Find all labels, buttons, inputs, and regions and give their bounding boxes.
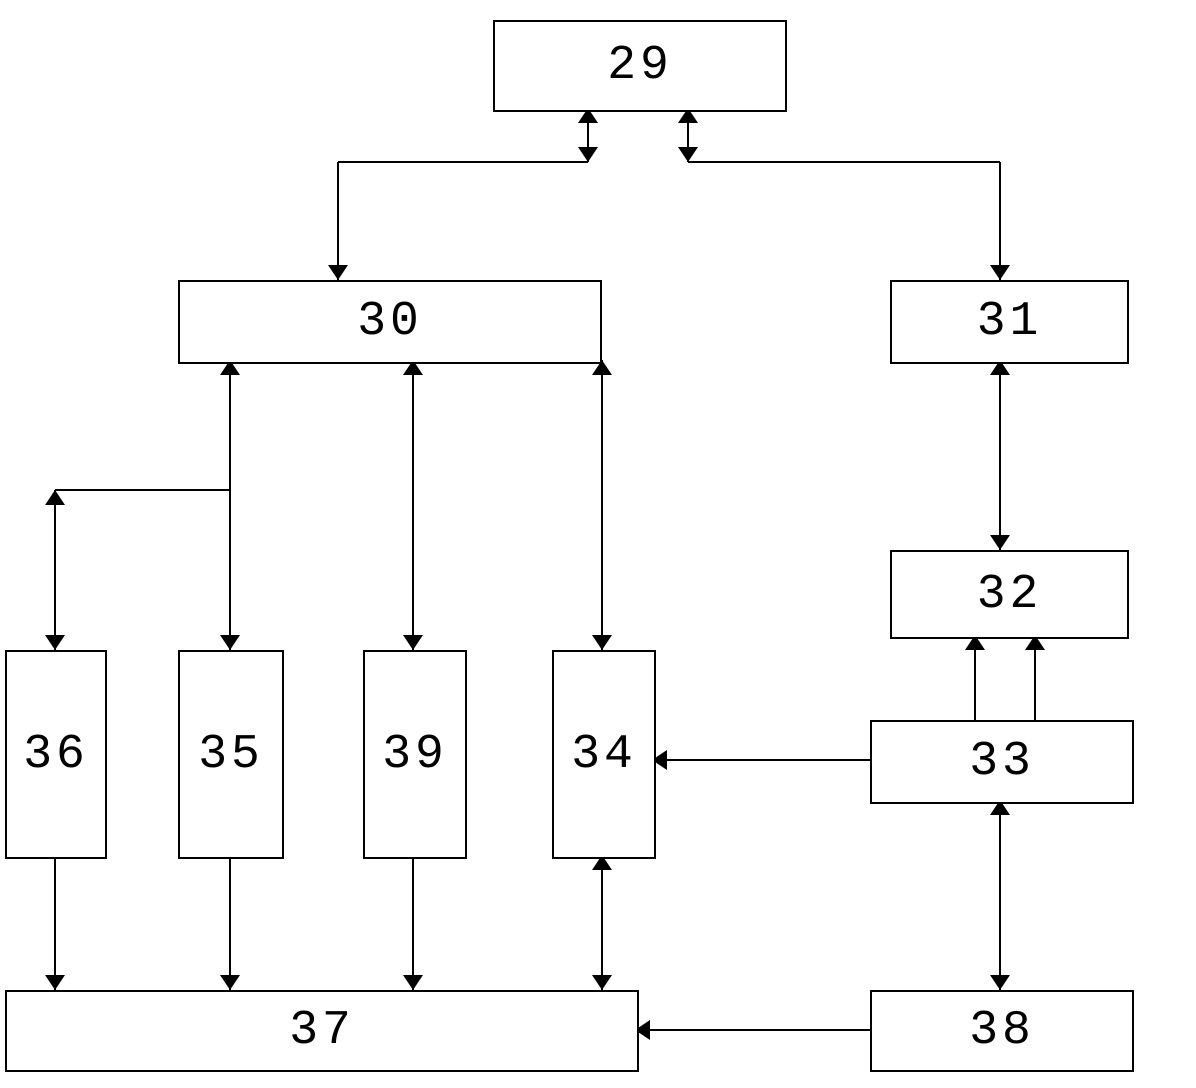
node-37: 37 (5, 990, 639, 1072)
node-31: 31 (890, 280, 1129, 364)
node-39: 39 (363, 650, 467, 859)
node-30: 30 (178, 280, 602, 364)
node-33: 33 (870, 720, 1134, 804)
node-34: 34 (552, 650, 656, 859)
node-38: 38 (870, 990, 1134, 1072)
node-35: 35 (178, 650, 284, 859)
node-36: 36 (5, 650, 107, 859)
node-29: 29 (493, 20, 787, 112)
node-32: 32 (890, 550, 1129, 639)
